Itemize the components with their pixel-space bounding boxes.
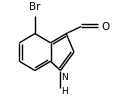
Text: H: H [61, 87, 67, 96]
Text: N: N [61, 73, 67, 82]
Text: Br: Br [29, 2, 40, 12]
Text: O: O [101, 22, 109, 32]
